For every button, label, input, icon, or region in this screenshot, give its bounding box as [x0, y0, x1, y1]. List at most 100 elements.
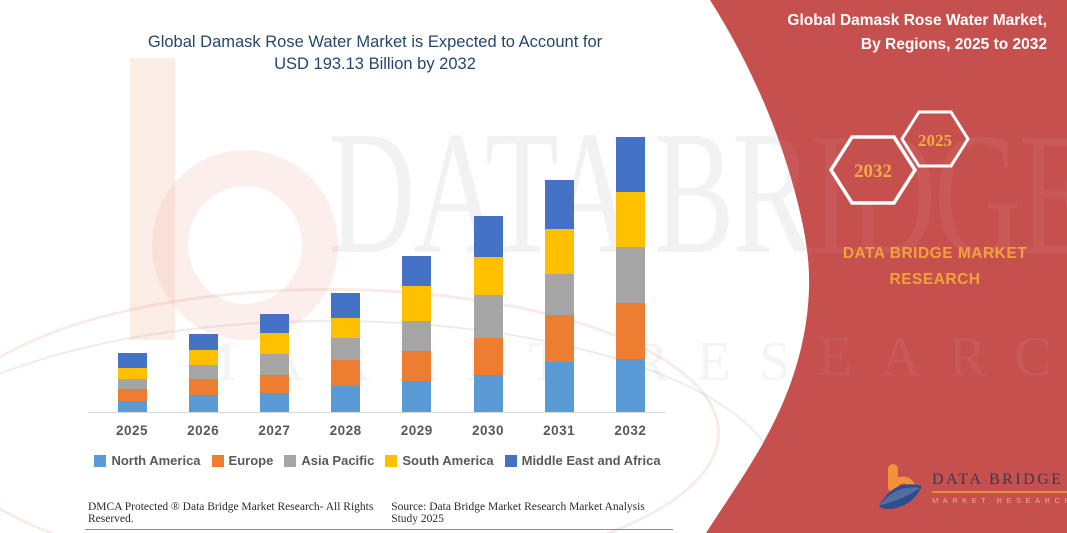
- bar-segment-south-america: [402, 286, 432, 321]
- bar-segment-asia-pacific: [188, 365, 218, 380]
- panel-brand-line2: RESEARCH: [889, 271, 981, 288]
- data-bridge-logo-icon: [879, 464, 922, 509]
- legend-swatch: [385, 454, 398, 467]
- panel-title: Global Damask Rose Water Market, By Regi…: [707, 9, 1047, 57]
- footer-dmca-text: DMCA Protected ® Data Bridge Market Rese…: [88, 501, 374, 525]
- footer-source-text: Source: Data Bridge Market Research Mark…: [391, 501, 645, 525]
- bar-segment-middle-east-and-africa: [259, 313, 289, 333]
- bar-segment-middle-east-and-africa: [473, 216, 503, 257]
- x-axis-line: [88, 412, 666, 413]
- logo-sub-text: MARKET RESEARCH: [932, 496, 1067, 505]
- legend-item-asia-pacific: Asia Pacific: [284, 453, 374, 468]
- bar-segment-north-america: [331, 385, 361, 412]
- bar-segment-asia-pacific: [402, 320, 432, 351]
- hexagon-2032-shape: [828, 135, 918, 205]
- x-axis-label-2025: 2025: [115, 423, 149, 438]
- hexagon-2032-label: 2032: [854, 161, 892, 182]
- legend-label: Middle East and Africa: [521, 453, 661, 468]
- x-axis-label-2026: 2026: [187, 423, 220, 438]
- logo-name-text: DATA BRIDGE: [932, 471, 1064, 488]
- data-bridge-logo: DATA BRIDGE MARKET RESEARCH: [878, 462, 1067, 514]
- bar-segment-asia-pacific: [615, 246, 645, 303]
- bar-segment-north-america: [473, 374, 503, 412]
- bar-segment-asia-pacific: [259, 354, 289, 375]
- bar-segment-middle-east-and-africa: [331, 293, 361, 319]
- bar-segment-asia-pacific: [331, 338, 361, 361]
- x-axis-label-2030: 2030: [471, 423, 505, 438]
- bar-segment-south-america: [259, 332, 289, 355]
- side-panel-shape: [706, 0, 1067, 533]
- bar-2025: [117, 353, 147, 412]
- legend-label: North America: [111, 453, 201, 468]
- legend-label: South America: [402, 453, 494, 468]
- bar-segment-south-america: [331, 318, 361, 339]
- bar-segment-south-america: [188, 350, 218, 366]
- legend-item-south-america: South America: [385, 453, 494, 468]
- bar-segment-middle-east-and-africa: [402, 255, 432, 287]
- bar-segment-asia-pacific: [544, 273, 574, 316]
- bar-segment-europe: [544, 315, 574, 363]
- bar-segment-europe: [188, 379, 218, 396]
- bar-segment-europe: [615, 302, 645, 359]
- bar-segment-middle-east-and-africa: [544, 180, 574, 229]
- panel-brand-text: DATA BRIDGE MARKET RESEARCH: [818, 241, 1052, 293]
- legend-swatch: [211, 454, 224, 467]
- bar-segment-europe: [331, 360, 361, 386]
- legend-swatch: [94, 454, 107, 467]
- bar-2032: [615, 136, 645, 412]
- bar-segment-asia-pacific: [117, 379, 147, 390]
- bar-2027: [259, 313, 289, 412]
- bar-segment-south-america: [117, 368, 147, 380]
- x-axis-label-2028: 2028: [329, 423, 362, 438]
- legend-label: Europe: [228, 453, 274, 468]
- bottom-divider-line: [85, 529, 673, 530]
- legend-label: Asia Pacific: [301, 453, 375, 468]
- legend-item-europe: Europe: [211, 453, 274, 468]
- bar-segment-north-america: [544, 362, 574, 412]
- bar-2030: [473, 216, 503, 412]
- bar-segment-middle-east-and-africa: [615, 136, 645, 192]
- bar-segment-middle-east-and-africa: [117, 353, 147, 369]
- x-axis-label-2029: 2029: [400, 423, 433, 438]
- bar-2028: [331, 293, 361, 412]
- panel-brand-line1: DATA BRIDGE MARKET: [842, 245, 1028, 262]
- bar-segment-europe: [402, 350, 432, 381]
- bar-segment-europe: [473, 337, 503, 375]
- panel-title-line2: By Regions, 2025 to 2032: [860, 36, 1047, 53]
- bar-segment-north-america: [117, 401, 147, 412]
- chart-title-line1: Global Damask Rose Water Market is Expec…: [147, 33, 603, 51]
- legend-swatch: [504, 454, 517, 467]
- bar-segment-south-america: [473, 256, 503, 295]
- bar-segment-middle-east-and-africa: [188, 333, 218, 351]
- bar-segment-north-america: [402, 380, 432, 412]
- hexagon-2025-label: 2025: [918, 131, 952, 150]
- panel-title-line1: Global Damask Rose Water Market,: [787, 12, 1047, 29]
- bar-segment-north-america: [259, 393, 289, 412]
- hexagon-2025-shape: [900, 110, 970, 168]
- chart-legend: North America Europe Asia Pacific South Ame…: [80, 453, 675, 468]
- bar-segment-north-america: [615, 358, 645, 412]
- footer: DMCA Protected ® Data Bridge Market Rese…: [88, 501, 672, 525]
- chart-title: Global Damask Rose Water Market is Expec…: [85, 31, 665, 75]
- bar-2031: [544, 180, 574, 412]
- logo-underline: [932, 491, 1067, 493]
- legend-swatch: [284, 454, 297, 467]
- bar-2026: [188, 333, 218, 412]
- bar-segment-south-america: [544, 228, 574, 274]
- bar-segment-south-america: [615, 191, 645, 247]
- bar-segment-asia-pacific: [473, 294, 503, 338]
- chart-title-line2: USD 193.13 Billion by 2032: [274, 55, 476, 73]
- x-axis-label-2027: 2027: [258, 423, 291, 438]
- bar-segment-north-america: [188, 395, 218, 412]
- bar-segment-europe: [117, 389, 147, 402]
- bar-segment-europe: [259, 374, 289, 394]
- chart-plot-area: [88, 136, 666, 413]
- x-axis-label-2031: 2031: [543, 423, 576, 438]
- legend-item-north-america: North America: [94, 453, 201, 468]
- panel-watermark-sub: MARKET RESEARCH: [186, 326, 1067, 388]
- x-axis-label-2032: 2032: [614, 423, 647, 438]
- bar-2029: [402, 255, 432, 412]
- legend-item-middle-east-and-africa: Middle East and Africa: [504, 453, 661, 468]
